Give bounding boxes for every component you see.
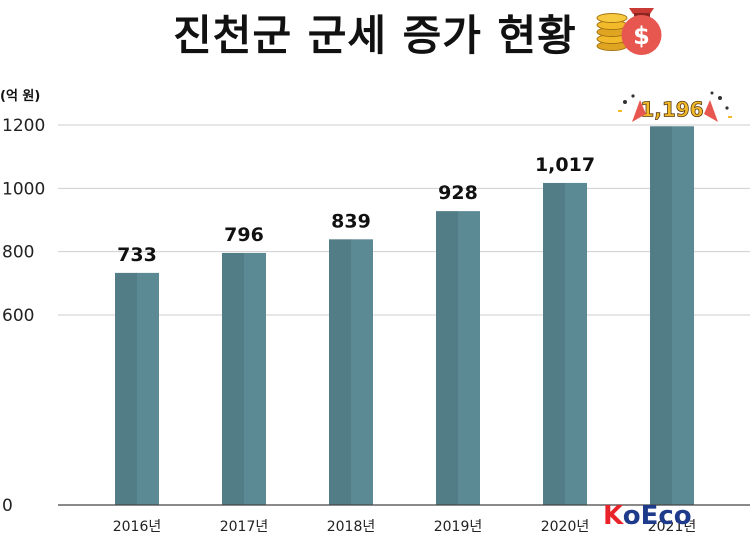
coin-stack-icon <box>596 13 628 51</box>
bar-2016년 <box>115 272 159 505</box>
bar-left-face <box>222 252 244 505</box>
y-tick-label: 0 <box>2 496 13 516</box>
y-axis-ticks: 0 600 800 1000 1200 <box>2 116 45 516</box>
bar-left-face <box>436 211 458 505</box>
data-label: 733 <box>117 244 157 266</box>
bar-right-face <box>351 239 373 506</box>
x-tick-label: 2016년 <box>113 519 162 535</box>
bar-left-face <box>329 239 351 506</box>
bar-2018년 <box>329 239 373 506</box>
party-popper-icon <box>618 91 732 122</box>
bar-right-face <box>244 252 266 505</box>
data-labels: 733 796 839 928 1,017 1,196 <box>117 97 704 266</box>
data-label: 796 <box>224 224 264 246</box>
bar-right-face <box>458 211 480 505</box>
data-label: 928 <box>438 182 478 204</box>
x-tick-label: 2018년 <box>327 519 376 535</box>
bars <box>115 126 694 506</box>
svg-text:KoEco: KoEco <box>603 501 692 531</box>
bar-left-face <box>543 182 565 505</box>
logo-letters-eco: Eco <box>641 501 692 531</box>
bar-right-face <box>565 182 587 505</box>
y-tick-label: 600 <box>2 306 34 326</box>
x-tick-label: 2020년 <box>541 519 590 535</box>
bar-right-face <box>672 126 694 506</box>
grid-lines <box>58 124 750 316</box>
logo-letter-k: K <box>603 501 624 531</box>
bar-left-face <box>115 272 137 505</box>
bar-left-face <box>650 126 672 506</box>
y-tick-label: 1200 <box>2 116 45 136</box>
svg-text:$: $ <box>633 22 650 50</box>
y-tick-label: 800 <box>2 243 34 263</box>
y-tick-label: 1000 <box>2 179 45 199</box>
bar-2020년 <box>543 182 587 505</box>
logo-letter-o: o <box>623 501 641 531</box>
chart-title: 진천군 군세 증가 현황 <box>173 11 577 60</box>
y-axis-label: (억 원) <box>0 89 40 104</box>
money-bag-icon: $ <box>621 8 662 55</box>
data-label: 1,017 <box>535 154 595 176</box>
x-tick-label: 2021년 <box>648 519 697 535</box>
data-label: 839 <box>331 210 371 232</box>
x-tick-label: 2019년 <box>434 519 483 535</box>
x-tick-label: 2017년 <box>220 519 269 535</box>
bar-2019년 <box>436 211 480 505</box>
bar-2017년 <box>222 252 266 505</box>
koeco-logo: KoEco <box>603 501 692 531</box>
bar-right-face <box>137 272 159 505</box>
x-axis-ticks: 2016년 2017년 2018년 2019년 2020년 2021년 <box>113 519 697 535</box>
data-label: 1,196 <box>640 97 703 121</box>
bar-2021년 <box>650 126 694 506</box>
